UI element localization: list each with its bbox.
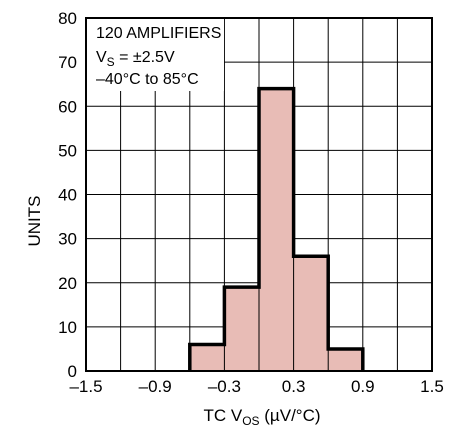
x-tick-label: 0.9 — [351, 377, 375, 396]
x-tick-label: 0.3 — [282, 377, 306, 396]
annotation-line-2-main: V — [96, 49, 107, 66]
y-tick-label: 50 — [58, 141, 77, 160]
x-axis-title-sub: OS — [242, 414, 259, 425]
y-tick-label: 70 — [58, 53, 77, 72]
histogram-bar — [224, 287, 259, 371]
annotation-line-1: 120 AMPLIFIERS — [96, 25, 221, 42]
x-tick-label: –1.5 — [69, 377, 102, 396]
histogram-bar — [328, 348, 363, 371]
y-tick-label: 30 — [58, 230, 77, 249]
histogram-bar — [293, 256, 329, 371]
x-axis-title-main: TC V — [203, 406, 242, 425]
x-axis-title-rest: (µV/°C) — [260, 406, 321, 425]
x-tick-label: 1.5 — [420, 377, 444, 396]
y-tick-labels: 0 10 20 30 40 50 60 70 80 — [58, 9, 77, 381]
x-tick-labels: –1.5 –0.9 –0.3 0.3 0.9 1.5 — [69, 377, 443, 396]
y-axis-title: UNITS — [25, 196, 44, 247]
annotation-line-2: VS = ±2.5V — [96, 49, 175, 69]
annotation-line-3: –40°C to 85°C — [96, 71, 199, 88]
histogram-outline — [188, 86, 365, 371]
y-tick-label: 10 — [58, 318, 77, 337]
x-tick-label: –0.3 — [208, 377, 241, 396]
y-tick-label: 60 — [58, 97, 77, 116]
y-tick-label: 40 — [58, 186, 77, 205]
bars — [188, 86, 365, 371]
y-tick-label: 0 — [68, 362, 77, 381]
x-axis-title: TC VOS (µV/°C) — [203, 406, 320, 425]
histogram-bar — [189, 344, 225, 371]
annotation-line-2-rest: = ±2.5V — [115, 49, 175, 66]
annotation-background — [87, 19, 224, 91]
histogram-bar — [259, 88, 294, 371]
y-tick-label: 80 — [58, 9, 77, 28]
x-tick-label: –0.9 — [139, 377, 172, 396]
annotation-box: 120 AMPLIFIERS VS = ±2.5V –40°C to 85°C — [87, 19, 224, 91]
plot-frame — [85, 17, 433, 372]
annotation-line-2-sub: S — [107, 55, 115, 69]
y-tick-label: 20 — [58, 274, 77, 293]
